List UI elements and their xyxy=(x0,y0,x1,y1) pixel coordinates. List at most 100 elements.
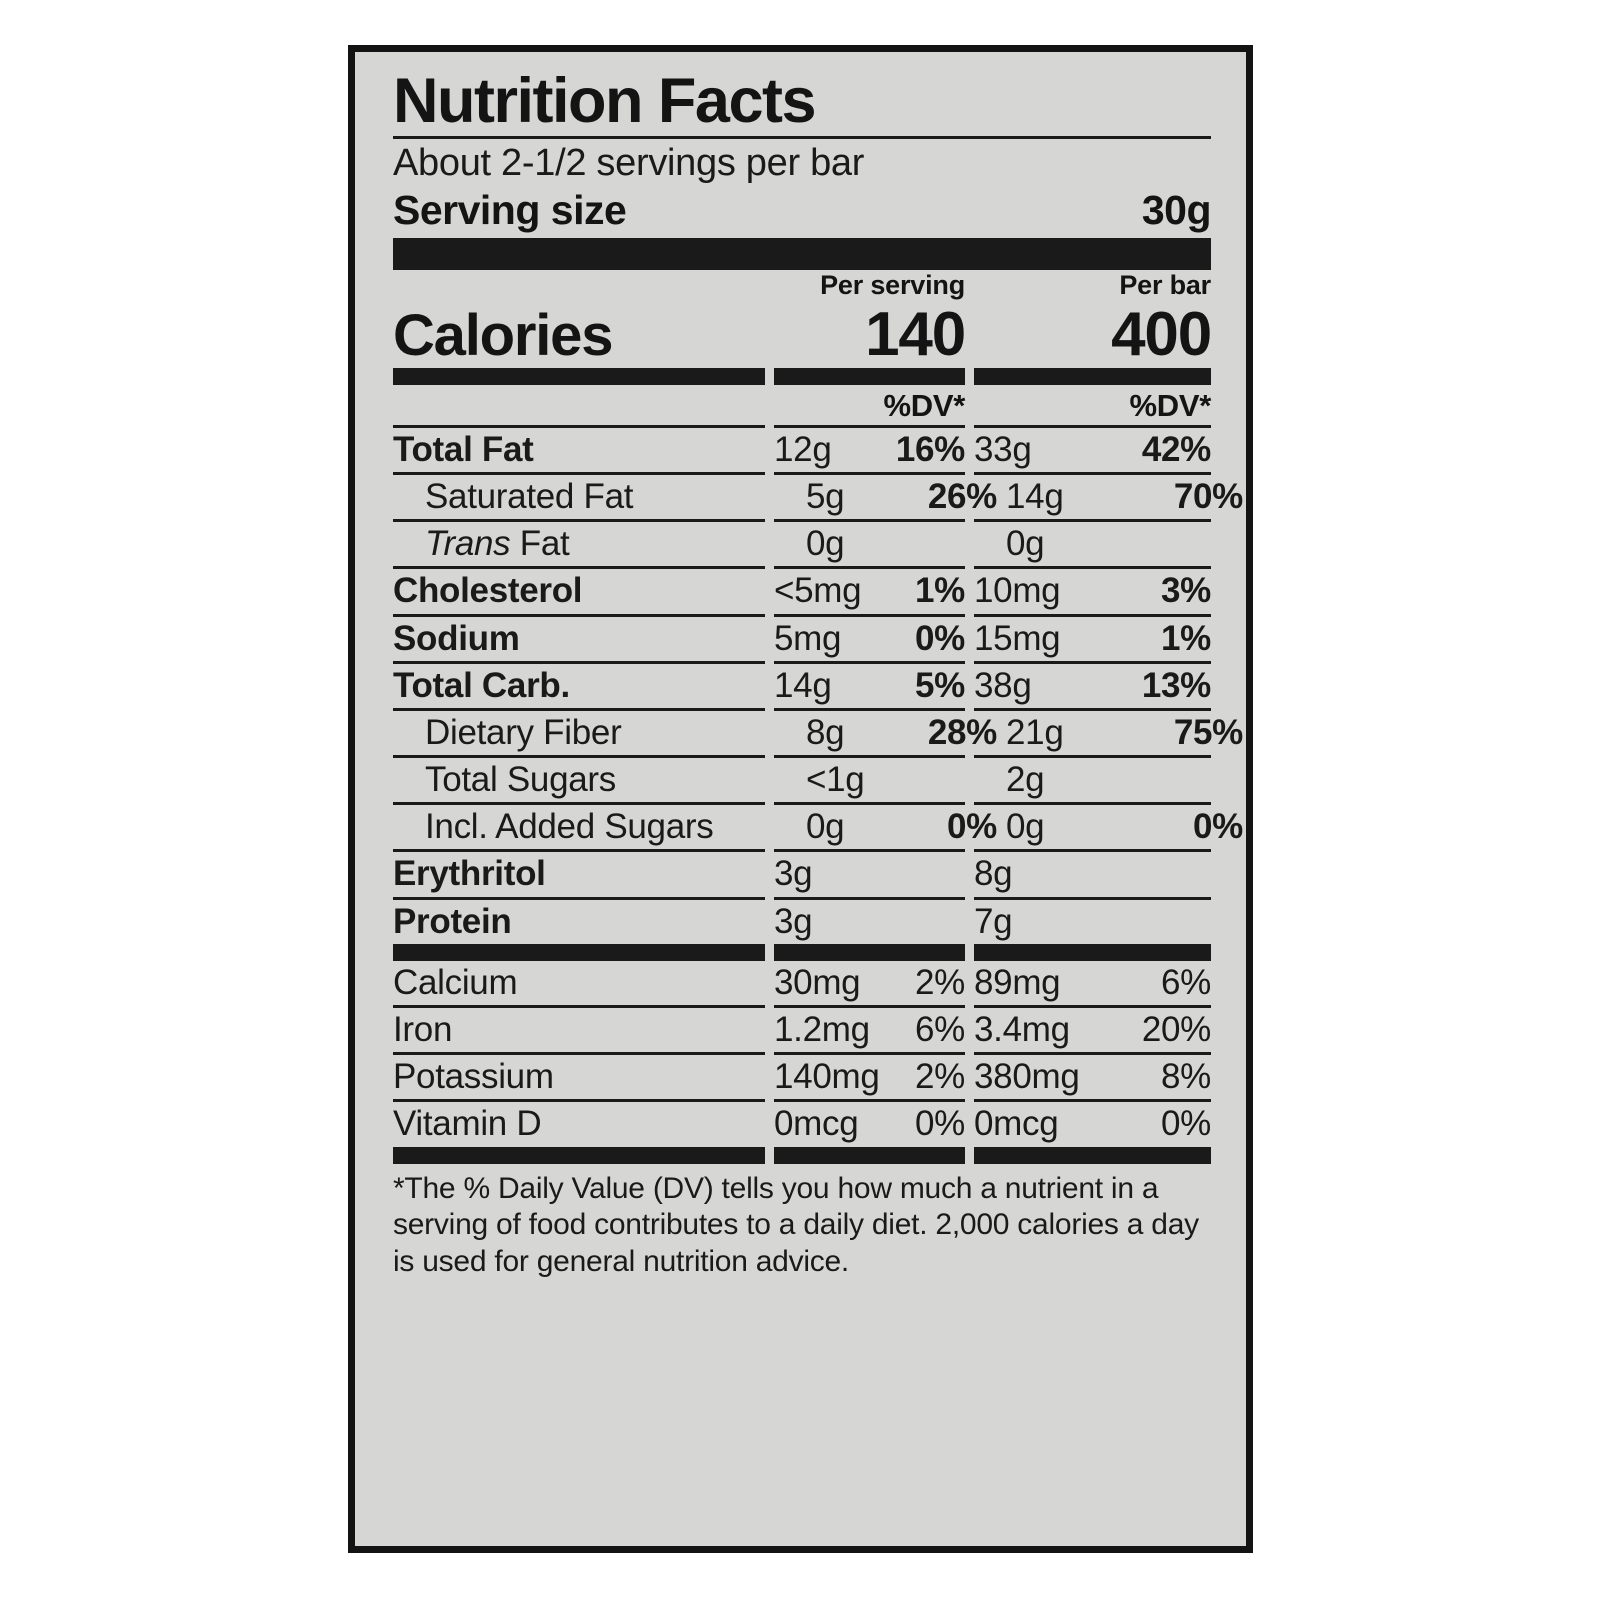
per-bar-dv: 42% xyxy=(1141,429,1211,469)
per-serving-amount: 0mcg xyxy=(774,1104,859,1144)
per-bar-cell: 14g 70% xyxy=(1006,477,1243,516)
per-bar-cell: 2g xyxy=(1006,760,1243,799)
calories-per-bar: 400 xyxy=(1111,299,1212,369)
row-rule xyxy=(393,1005,1211,1009)
row-rule xyxy=(393,802,1211,806)
nutrient-name: Saturated Fat xyxy=(425,476,634,516)
per-serving-amount: 140mg xyxy=(774,1057,880,1097)
label-content: Nutrition Facts About 2-1/2 servings per… xyxy=(393,66,1243,1532)
column-header-blank xyxy=(393,270,765,301)
nutrient-name: Dietary Fiber xyxy=(425,712,622,752)
per-bar-dv: 70% xyxy=(1173,476,1243,516)
per-bar-amount: 2g xyxy=(1006,760,1045,800)
nutrient-row: Vitamin D 0mcg 0% 0mcg 0% xyxy=(393,1102,1211,1146)
per-serving-dv: 26% xyxy=(927,476,997,516)
per-bar-amount: 89mg xyxy=(974,962,1061,1002)
per-bar-amount: 21g xyxy=(1006,712,1064,752)
row-rule xyxy=(393,566,1211,570)
per-bar-amount: 10mg xyxy=(974,571,1061,611)
per-bar-amount: 15mg xyxy=(974,618,1061,658)
row-rule xyxy=(393,707,1211,711)
dv-gap-2 xyxy=(965,388,974,424)
nutrition-facts-label: Nutrition Facts About 2-1/2 servings per… xyxy=(348,45,1253,1553)
row-rule xyxy=(393,755,1211,759)
row-rule xyxy=(393,849,1211,853)
vitamins-top-rule xyxy=(393,943,1211,961)
nutrient-name: Total Fat xyxy=(393,429,534,469)
per-serving-amount: 5g xyxy=(806,476,845,516)
per-serving-dv: 28% xyxy=(927,712,997,752)
row-rule xyxy=(393,660,1211,664)
per-serving-cell: <5mg 1% xyxy=(774,571,965,610)
per-serving-cell: 30mg 2% xyxy=(774,963,965,1002)
per-serving-cell: 3g xyxy=(774,854,965,893)
per-bar-amount: 8g xyxy=(974,854,1013,894)
nutrient-name: Protein xyxy=(393,901,512,941)
column-header-per-serving: Per serving xyxy=(820,269,965,300)
nutrient-row: Trans Fat 0g 0g xyxy=(393,522,1211,566)
per-bar-dv: 0% xyxy=(1193,807,1243,847)
dv-header-per-bar: %DV* xyxy=(1129,387,1212,423)
serving-size-label: Serving size xyxy=(393,186,627,233)
column-headers: Per serving Per bar xyxy=(393,270,1211,303)
column-gap-1 xyxy=(765,270,774,301)
per-bar-cell: 0g 0% xyxy=(1006,807,1243,846)
per-serving-dv: 6% xyxy=(915,1010,965,1050)
header-bar xyxy=(393,237,1211,270)
page-title: Nutrition Facts xyxy=(393,66,817,136)
serving-size-value: 30g xyxy=(1141,186,1212,233)
per-bar-dv: 0% xyxy=(1161,1104,1211,1144)
nutrient-rows: Total Fat 12g 16% 33g 42% Saturated Fat 5g 26% 1… xyxy=(393,424,1243,944)
per-serving-amount: 0g xyxy=(806,807,845,847)
serving-size-row: Serving size 30g xyxy=(393,186,1212,238)
per-bar-amount: 0g xyxy=(1006,524,1045,564)
per-serving-dv: 16% xyxy=(895,429,965,469)
per-serving-amount: <1g xyxy=(806,760,865,800)
per-serving-amount: 3g xyxy=(774,854,813,894)
per-serving-amount: 14g xyxy=(774,665,832,705)
per-bar-cell: 8g xyxy=(974,854,1211,893)
per-serving-dv: 0% xyxy=(947,807,997,847)
nutrient-name: Trans Fat xyxy=(393,524,797,563)
nutrient-name-rest: Fat xyxy=(510,524,570,564)
servings-per-container: About 2-1/2 servings per bar xyxy=(393,141,865,184)
nutrient-name: Total Sugars xyxy=(425,760,616,800)
dv-header-blank xyxy=(393,388,765,424)
per-serving-cell: 1.2mg 6% xyxy=(774,1010,965,1049)
title-rule xyxy=(393,135,1211,139)
per-serving-cell: 140mg 2% xyxy=(774,1057,965,1096)
dv-header-per-serving: %DV* xyxy=(883,387,966,423)
per-serving-amount: 12g xyxy=(774,429,832,469)
per-bar-amount: 0g xyxy=(1006,807,1045,847)
per-bar-amount: 3.4mg xyxy=(974,1010,1070,1050)
nutrient-name-italic: Trans xyxy=(425,524,511,564)
per-bar-amount: 380mg xyxy=(974,1057,1080,1097)
nutrient-row: Total Sugars <1g 2g xyxy=(393,758,1211,802)
per-bar-cell: 38g 13% xyxy=(974,666,1211,705)
per-bar-dv: 3% xyxy=(1161,571,1211,611)
per-serving-cell: 0g 0% xyxy=(806,807,997,846)
nutrient-name: Calcium xyxy=(393,962,518,1002)
per-serving-cell: 14g 5% xyxy=(774,666,965,705)
per-bar-cell: 380mg 8% xyxy=(974,1057,1211,1096)
nutrient-row: Potassium 140mg 2% 380mg 8% xyxy=(393,1055,1211,1099)
per-serving-cell: 0g xyxy=(806,524,997,563)
per-bar-cell: 0mcg 0% xyxy=(974,1104,1211,1143)
per-bar-amount: 0mcg xyxy=(974,1104,1059,1144)
per-bar-cell: 15mg 1% xyxy=(974,619,1211,658)
row-rule xyxy=(393,424,1211,428)
nutrient-row: Calcium 30mg 2% 89mg 6% xyxy=(393,961,1211,1005)
per-serving-cell: <1g xyxy=(806,760,997,799)
dv-gap-1 xyxy=(765,388,774,424)
per-bar-dv: 13% xyxy=(1141,665,1211,705)
per-serving-amount: 3g xyxy=(774,901,813,941)
daily-value-footnote: *The % Daily Value (DV) tells you how mu… xyxy=(393,1171,1199,1278)
per-bar-cell: 21g 75% xyxy=(1006,713,1243,752)
per-serving-dv: 0% xyxy=(915,1104,965,1144)
per-serving-cell: 3g xyxy=(774,902,965,941)
per-serving-amount: 30mg xyxy=(774,962,861,1002)
nutrient-name: Erythritol xyxy=(393,854,546,894)
per-serving-cell: 0mcg 0% xyxy=(774,1104,965,1143)
per-bar-dv: 20% xyxy=(1141,1010,1211,1050)
nutrient-row: Erythritol 3g 8g xyxy=(393,852,1211,896)
